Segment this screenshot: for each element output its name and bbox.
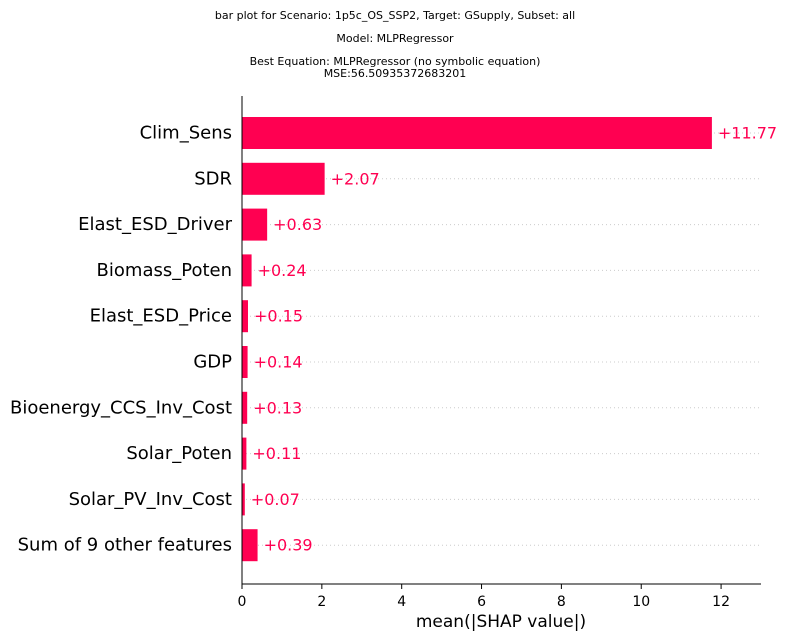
bar (242, 483, 245, 516)
category-label: Sum of 9 other features (18, 535, 232, 556)
bar (242, 162, 325, 195)
bar (242, 391, 248, 424)
title-line-4: MSE:56.50935372683201 (324, 67, 467, 80)
bar (242, 254, 252, 287)
category-label: Solar_Poten (126, 443, 232, 464)
category-label: GDP (193, 352, 232, 373)
x-tick-label: 2 (317, 594, 326, 610)
row-gridlines (242, 132, 761, 546)
x-tick-label: 10 (632, 594, 650, 610)
category-label: Clim_Sens (140, 123, 232, 144)
value-label: +0.24 (258, 261, 307, 280)
value-label: +0.63 (273, 215, 322, 234)
bar (242, 437, 247, 470)
category-label: SDR (194, 168, 232, 189)
x-tick-label: 12 (712, 594, 730, 610)
category-label: Elast_ESD_Driver (78, 214, 232, 235)
value-label: +0.39 (264, 536, 313, 555)
bars (242, 117, 712, 562)
category-label: Solar_PV_Inv_Cost (69, 489, 232, 510)
category-label: Elast_ESD_Price (90, 306, 232, 327)
title-line-3: Best Equation: MLPRegressor (no symbolic… (250, 55, 541, 68)
x-tick-label: 4 (397, 594, 406, 610)
value-label: +0.11 (252, 444, 301, 463)
bar (242, 529, 258, 562)
x-axis-ticks: 0 2 4 6 8 10 12 (238, 584, 730, 610)
category-label: Biomass_Poten (97, 260, 232, 281)
x-axis-title: mean(|SHAP value|) (416, 612, 586, 632)
category-label: Bioenergy_CCS_Inv_Cost (10, 397, 232, 418)
value-label: +0.13 (253, 398, 302, 417)
axes (241, 96, 761, 585)
value-label: +11.77 (718, 124, 777, 143)
value-label: +0.15 (254, 307, 303, 326)
title-line-2: Model: MLPRegressor (336, 32, 454, 45)
value-labels: +11.77 +2.07 +0.63 +0.24 +0.15 +0.14 +0.13 +0.1… (251, 124, 777, 555)
x-tick-label: 6 (477, 594, 486, 610)
x-tick-label: 0 (238, 594, 247, 610)
bar (242, 346, 248, 378)
value-label: +0.14 (254, 353, 303, 372)
category-labels: Clim_Sens SDR Elast_ESD_Driver Biomass_Pote… (10, 123, 233, 556)
x-tick-label: 8 (557, 594, 566, 610)
bar (242, 117, 712, 149)
bar (242, 300, 248, 333)
value-label: +2.07 (331, 169, 380, 188)
bar (242, 208, 268, 241)
chart-title: bar plot for Scenario: 1p5c_OS_SSP2, Tar… (215, 9, 575, 80)
title-line-1: bar plot for Scenario: 1p5c_OS_SSP2, Tar… (215, 9, 575, 22)
value-label: +0.07 (251, 490, 300, 509)
